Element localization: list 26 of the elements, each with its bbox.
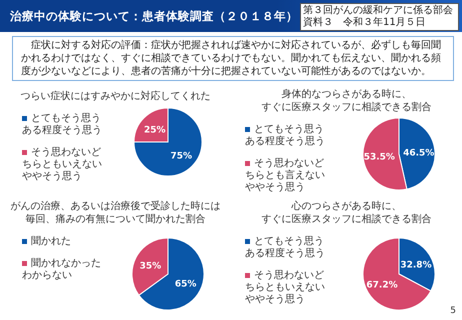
chart-title: がんの治療、あるいは治療後で受診した時には毎回、痛みの有無について聞かれた割合: [10, 200, 222, 226]
text: 5: [450, 306, 456, 316]
chart-title: 心のつらさがある時に、すぐに医療スタッフに相談できる割合: [260, 200, 432, 226]
text: 症状に対する対応の評価：症状が把握されれば速やかに対応されているが、必ずしも毎回聞かれるわけではなく、すぐに相談できているわけでもない。聞かれても伝えない、聞かれる頻度が少ないなどにより、患者の苦痛が十分に把握されていない可能性があるのではないか。: [12, 36, 454, 81]
pie-slice: [134, 108, 202, 176]
legend-label: とてもそう思うある程度そう思う: [245, 124, 326, 148]
legend-label: そう思わないどちらとも言えないややそう思う: [245, 158, 326, 194]
data-label: 46.5%: [403, 148, 434, 158]
data-label: 53.5%: [364, 152, 395, 163]
text: 治療中の体験について：患者体験調査（２０１８年）: [10, 9, 298, 24]
data-label: 67.2%: [366, 280, 398, 291]
legend-label: そう思わないどちらともいえないややそう思う: [245, 270, 326, 306]
data-label: 35%: [140, 262, 162, 272]
legend-label: 聞かれた: [30, 236, 72, 248]
legend-label: とてもそう思うある程度そう思う: [22, 113, 103, 137]
text: 第３回がんの緩和ケアに係る部会資料３ 令和３年11月５日: [300, 3, 459, 31]
data-label: 65%: [174, 279, 196, 290]
legend-label: とてもそう思うある程度そう思う: [245, 236, 326, 260]
legend-label: そう思わないどちらともいえないややそう思う: [22, 147, 103, 183]
chart-title: つらい症状にはすみやかに対応してくれた: [20, 90, 212, 103]
chart-title: 身体的なつらさがある時に、すぐに医療スタッフに相談できる割合: [260, 88, 432, 114]
data-label: 25%: [144, 125, 166, 136]
data-label: 75%: [170, 152, 192, 162]
legend-label: 聞かれなかったわからない: [22, 258, 102, 282]
pie-slice: [362, 238, 432, 310]
data-label: 32.8%: [400, 260, 432, 270]
